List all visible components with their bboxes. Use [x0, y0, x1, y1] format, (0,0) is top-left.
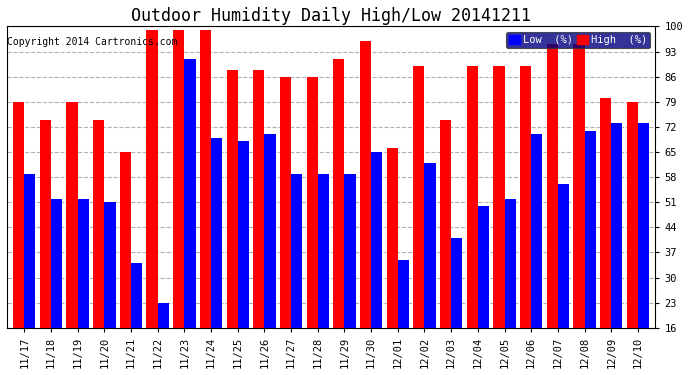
Bar: [573, 44, 584, 328]
Bar: [264, 134, 275, 328]
Bar: [13, 102, 24, 328]
Bar: [226, 69, 238, 328]
Bar: [211, 138, 222, 328]
Bar: [280, 77, 291, 328]
Bar: [333, 59, 344, 328]
Bar: [440, 120, 451, 328]
Bar: [638, 123, 649, 328]
Bar: [24, 174, 35, 328]
Bar: [306, 77, 318, 328]
Bar: [40, 120, 51, 328]
Bar: [546, 44, 558, 328]
Bar: [104, 202, 115, 328]
Bar: [238, 141, 249, 328]
Bar: [584, 130, 595, 328]
Bar: [398, 260, 409, 328]
Bar: [344, 174, 355, 328]
Bar: [611, 123, 622, 328]
Bar: [413, 66, 424, 328]
Bar: [371, 152, 382, 328]
Bar: [531, 134, 542, 328]
Bar: [424, 163, 435, 328]
Bar: [253, 69, 264, 328]
Bar: [386, 148, 398, 328]
Bar: [93, 120, 104, 328]
Bar: [493, 66, 504, 328]
Bar: [158, 303, 169, 328]
Legend: Low  (%), High  (%): Low (%), High (%): [506, 32, 650, 48]
Bar: [51, 199, 62, 328]
Bar: [131, 263, 142, 328]
Bar: [520, 66, 531, 328]
Bar: [318, 174, 329, 328]
Bar: [558, 184, 569, 328]
Bar: [184, 59, 195, 328]
Bar: [360, 41, 371, 328]
Bar: [200, 30, 211, 328]
Bar: [120, 152, 131, 328]
Bar: [466, 66, 478, 328]
Bar: [66, 102, 78, 328]
Bar: [451, 238, 462, 328]
Title: Outdoor Humidity Daily High/Low 20141211: Outdoor Humidity Daily High/Low 20141211: [131, 7, 531, 25]
Bar: [173, 30, 184, 328]
Text: Copyright 2014 Cartronics.com: Copyright 2014 Cartronics.com: [7, 37, 177, 47]
Bar: [478, 206, 489, 328]
Bar: [78, 199, 89, 328]
Bar: [627, 102, 638, 328]
Bar: [291, 174, 302, 328]
Bar: [600, 98, 611, 328]
Bar: [504, 199, 515, 328]
Bar: [146, 30, 158, 328]
